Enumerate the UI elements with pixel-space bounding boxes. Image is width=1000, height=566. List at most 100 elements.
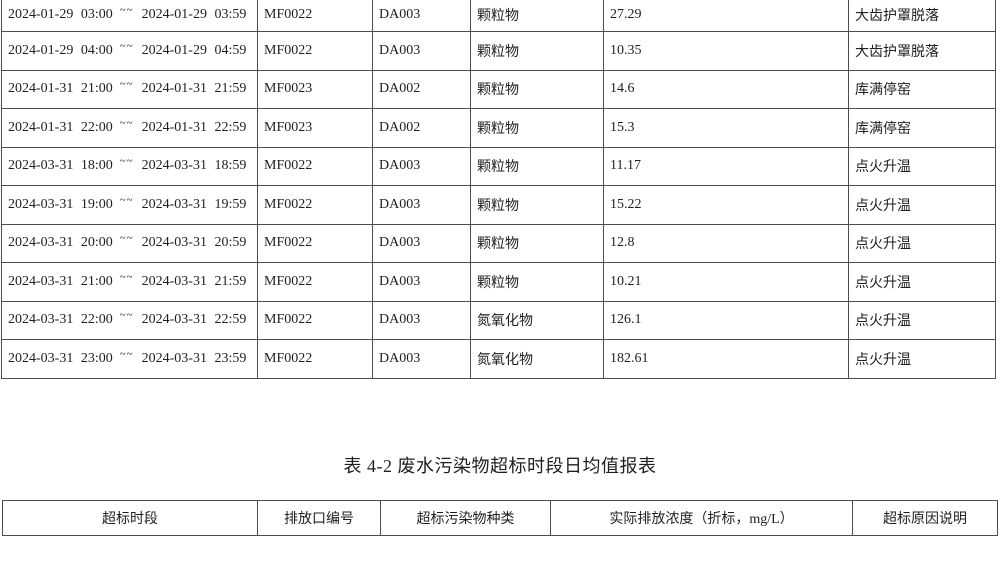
table-row: 2024-01-31 22:00 ~~ 2024-01-31 22:59 MF002… [1, 108, 996, 148]
cell-period: 2024-03-31 22:00 ~~ 2024-03-31 22:59 [1, 300, 258, 340]
cell-outlet-code: MF0022 [257, 223, 373, 263]
cell-outlet-code: MF0022 [257, 339, 373, 379]
period-end: 2024-03-31 21:59 [141, 273, 247, 289]
range-separator: ~~ [119, 270, 134, 283]
cell-pollutant: 颗粒物 [470, 69, 604, 109]
cell-reason: 点火升温 [848, 185, 996, 225]
cell-port-code: DA003 [372, 0, 471, 32]
table-row: 2024-03-31 18:00 ~~ 2024-03-31 18:59 MF002… [1, 146, 996, 186]
header-actual-concentration: 实际排放浓度（折标，mg/L） [550, 500, 853, 536]
cell-outlet-code: MF0022 [257, 262, 373, 302]
water-pollutant-exceedance-table: 超标时段 排放口编号 超标污染物种类 实际排放浓度（折标，mg/L） 超标原因说… [2, 500, 998, 536]
cell-period: 2024-03-31 18:00 ~~ 2024-03-31 18:59 [1, 146, 258, 186]
period-start: 2024-03-31 18:00 [8, 158, 113, 174]
cell-port-code: DA003 [372, 223, 471, 263]
cell-period: 2024-01-31 22:00 ~~ 2024-01-31 22:59 [1, 108, 258, 148]
period-start: 2024-03-31 22:00 [8, 312, 113, 328]
range-separator: ~~ [119, 116, 134, 129]
cell-pollutant: 颗粒物 [470, 31, 604, 71]
period-end: 2024-03-31 19:59 [141, 196, 247, 212]
cell-pollutant: 颗粒物 [470, 146, 604, 186]
cell-reason: 大齿护罩脱落 [848, 31, 996, 71]
cell-reason: 点火升温 [848, 339, 996, 379]
cell-concentration: 15.22 [603, 185, 849, 225]
cell-concentration: 10.35 [603, 31, 849, 71]
header-exceedance-period: 超标时段 [2, 500, 258, 536]
period-end: 2024-03-31 18:59 [141, 158, 247, 174]
cell-port-code: DA003 [372, 300, 471, 340]
cell-period: 2024-03-31 21:00 ~~ 2024-03-31 21:59 [1, 262, 258, 302]
table-row: 2024-01-31 21:00 ~~ 2024-01-31 21:59 MF002… [1, 69, 996, 109]
cell-reason: 点火升温 [848, 300, 996, 340]
cell-port-code: DA003 [372, 31, 471, 71]
period-start: 2024-03-31 20:00 [8, 235, 113, 251]
period-start: 2024-01-29 03:00 [8, 7, 113, 22]
cell-port-code: DA003 [372, 339, 471, 379]
table-row: 2024-03-31 21:00 ~~ 2024-03-31 21:59 MF002… [1, 262, 996, 302]
cell-pollutant: 氮氧化物 [470, 300, 604, 340]
range-separator: ~~ [119, 39, 134, 52]
cell-concentration: 126.1 [603, 300, 849, 340]
cell-reason: 点火升温 [848, 146, 996, 186]
period-end: 2024-03-31 23:59 [141, 350, 247, 366]
period-end: 2024-01-29 03:59 [141, 7, 247, 22]
header-reason: 超标原因说明 [852, 500, 998, 536]
cell-port-code: DA003 [372, 185, 471, 225]
cell-reason: 库满停窑 [848, 69, 996, 109]
water-table-header-row: 超标时段 排放口编号 超标污染物种类 实际排放浓度（折标，mg/L） 超标原因说… [2, 500, 998, 536]
header-outlet-number: 排放口编号 [257, 500, 381, 536]
table-row: 2024-01-29 03:00 ~~ 2024-01-29 03:59 MF002… [1, 0, 996, 32]
period-end: 2024-03-31 20:59 [141, 235, 247, 251]
cell-port-code: DA003 [372, 146, 471, 186]
cell-concentration: 11.17 [603, 146, 849, 186]
cell-outlet-code: MF0022 [257, 0, 373, 32]
cell-concentration: 27.29 [603, 0, 849, 32]
table-row: 2024-03-31 23:00 ~~ 2024-03-31 23:59 MF002… [1, 339, 996, 379]
period-end: 2024-03-31 22:59 [141, 312, 247, 328]
period-end: 2024-01-29 04:59 [141, 42, 247, 58]
cell-reason: 点火升温 [848, 262, 996, 302]
period-start: 2024-03-31 23:00 [8, 350, 113, 366]
cell-outlet-code: MF0022 [257, 31, 373, 71]
cell-pollutant: 颗粒物 [470, 108, 604, 148]
cell-pollutant: 颗粒物 [470, 223, 604, 263]
cell-period: 2024-01-31 21:00 ~~ 2024-01-31 21:59 [1, 69, 258, 109]
cell-outlet-code: MF0022 [257, 185, 373, 225]
header-pollutant-type: 超标污染物种类 [380, 500, 551, 536]
table-row: 2024-03-31 20:00 ~~ 2024-03-31 20:59 MF002… [1, 223, 996, 263]
range-separator: ~~ [119, 347, 134, 360]
cell-port-code: DA002 [372, 69, 471, 109]
range-separator: ~~ [119, 232, 134, 245]
cell-period: 2024-03-31 20:00 ~~ 2024-03-31 20:59 [1, 223, 258, 263]
range-separator: ~~ [119, 4, 134, 16]
cell-port-code: DA003 [372, 262, 471, 302]
cell-reason: 库满停窑 [848, 108, 996, 148]
cell-concentration: 182.61 [603, 339, 849, 379]
range-separator: ~~ [119, 78, 134, 91]
cell-period: 2024-01-29 03:00 ~~ 2024-01-29 03:59 [1, 0, 258, 32]
table-row: 2024-03-31 19:00 ~~ 2024-03-31 19:59 MF002… [1, 185, 996, 225]
table-row: 2024-03-31 22:00 ~~ 2024-03-31 22:59 MF002… [1, 300, 996, 340]
cell-pollutant: 颗粒物 [470, 185, 604, 225]
period-start: 2024-03-31 19:00 [8, 196, 113, 212]
table-row: 2024-01-29 04:00 ~~ 2024-01-29 04:59 MF002… [1, 31, 996, 71]
table-caption: 表 4-2 废水污染物超标时段日均值报表 [343, 456, 657, 476]
cell-reason: 点火升温 [848, 223, 996, 263]
gas-table-body: 2024-01-29 03:00 ~~ 2024-01-29 03:59 MF002… [1, 0, 996, 379]
cell-period: 2024-01-29 04:00 ~~ 2024-01-29 04:59 [1, 31, 258, 71]
period-start: 2024-03-31 21:00 [8, 273, 113, 289]
range-separator: ~~ [119, 193, 134, 206]
period-start: 2024-01-29 04:00 [8, 42, 113, 58]
cell-concentration: 14.6 [603, 69, 849, 109]
cell-concentration: 15.3 [603, 108, 849, 148]
cell-reason: 大齿护罩脱落 [848, 0, 996, 32]
cell-outlet-code: MF0022 [257, 146, 373, 186]
cell-period: 2024-03-31 19:00 ~~ 2024-03-31 19:59 [1, 185, 258, 225]
cell-port-code: DA002 [372, 108, 471, 148]
cell-outlet-code: MF0023 [257, 69, 373, 109]
gas-pollutant-exceedance-table: 2024-01-29 03:00 ~~ 2024-01-29 03:59 MF002… [1, 0, 996, 379]
cell-concentration: 12.8 [603, 223, 849, 263]
cell-period: 2024-03-31 23:00 ~~ 2024-03-31 23:59 [1, 339, 258, 379]
cell-pollutant: 颗粒物 [470, 262, 604, 302]
